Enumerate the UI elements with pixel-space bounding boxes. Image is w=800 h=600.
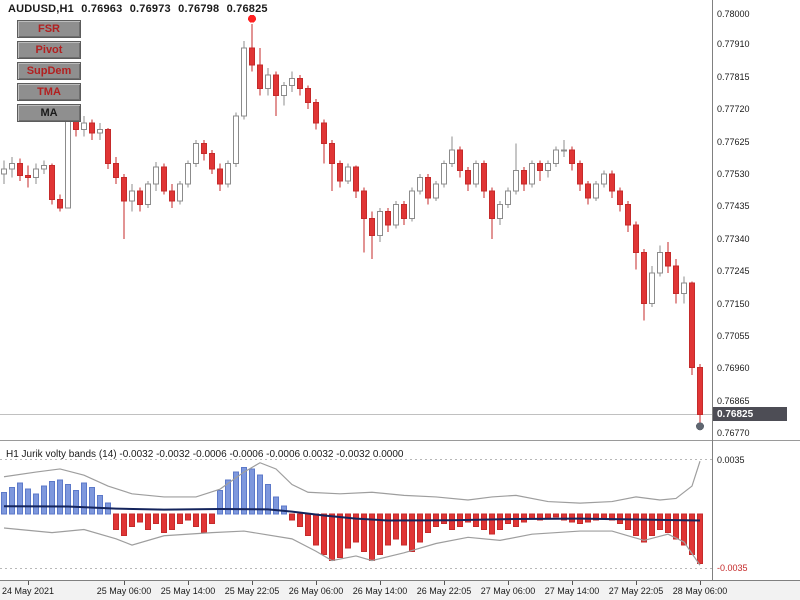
time-tick xyxy=(572,581,573,585)
quote-high: 0.76973 xyxy=(129,3,171,15)
time-axis-label: 27 May 22:05 xyxy=(608,586,664,596)
time-axis-label: 25 May 06:00 xyxy=(96,586,152,596)
time-axis-label: 27 May 14:00 xyxy=(544,586,600,596)
volty-histogram xyxy=(1,466,703,565)
lower-band-line xyxy=(3,527,701,566)
candlesticks xyxy=(1,23,703,424)
time-tick xyxy=(508,581,509,585)
quote-close: 0.76825 xyxy=(226,3,268,15)
price-axis[interactable]: 0.78000 0.77910 0.77815 0.77720 0.77625 0.775… xyxy=(713,0,800,440)
price-axis-label: 0.76865 xyxy=(717,395,750,406)
price-axis-label: 0.77910 xyxy=(717,39,750,50)
current-price-value: 0.76825 xyxy=(717,408,754,420)
time-axis-label: 25 May 14:00 xyxy=(160,586,216,596)
time-tick xyxy=(444,581,445,585)
time-axis-label: 26 May 06:00 xyxy=(288,586,344,596)
time-tick xyxy=(188,581,189,585)
time-tick xyxy=(380,581,381,585)
jurik-mid-line xyxy=(3,505,701,522)
button-supdem[interactable]: SupDem xyxy=(17,62,81,80)
time-axis-label: 25 May 22:05 xyxy=(224,586,280,596)
time-axis-separator xyxy=(0,580,800,581)
time-tick xyxy=(124,581,125,585)
time-axis-label: 26 May 14:00 xyxy=(352,586,408,596)
indicator-axis-label: 0.0035 xyxy=(717,454,745,465)
main-price-chart[interactable] xyxy=(0,0,712,440)
price-axis-label: 0.77340 xyxy=(717,233,750,244)
indicator-buttons-panel: FSR Pivot SupDem TMA MA xyxy=(17,20,81,125)
price-axis-label: 0.77435 xyxy=(717,201,750,212)
price-axis-label: 0.77055 xyxy=(717,330,750,341)
button-pivot[interactable]: Pivot xyxy=(17,41,81,59)
time-axis-label: 24 May 2021 xyxy=(1,586,55,596)
price-axis-label: 0.77150 xyxy=(717,298,750,309)
time-tick xyxy=(28,581,29,585)
price-axis-label: 0.77530 xyxy=(717,168,750,179)
symbol-timeframe: AUDUSD,H1 xyxy=(8,3,74,15)
upper-band-line xyxy=(3,461,701,504)
chart-quote-line: AUDUSD,H1 0.76963 0.76973 0.76798 0.7682… xyxy=(8,3,272,15)
price-axis-label: 0.78000 xyxy=(717,8,750,19)
time-tick xyxy=(636,581,637,585)
time-tick xyxy=(700,581,701,585)
indicator-label: H1 Jurik volty bands (14) -0.0032 -0.003… xyxy=(6,449,404,460)
price-axis-label: 0.77815 xyxy=(717,71,750,82)
current-price-badge: 0.76825 xyxy=(713,407,787,422)
time-axis[interactable]: 24 May 2021 25 May 06:00 25 May 14:00 25 Ma… xyxy=(0,581,800,600)
button-tma[interactable]: TMA xyxy=(17,83,81,101)
price-axis-label: 0.77720 xyxy=(717,104,750,115)
price-axis-separator xyxy=(712,0,713,600)
price-axis-label: 0.76960 xyxy=(717,363,750,374)
time-axis-label: 26 May 22:05 xyxy=(416,586,472,596)
indicator-axis-label: -0.0035 xyxy=(717,563,748,574)
price-axis-label: 0.76770 xyxy=(717,428,750,439)
button-fsr[interactable]: FSR xyxy=(17,20,81,38)
price-axis-label: 0.77245 xyxy=(717,266,750,277)
price-axis-label: 0.77625 xyxy=(717,136,750,147)
quote-open: 0.76963 xyxy=(81,3,123,15)
time-tick xyxy=(316,581,317,585)
indicator-subwindow[interactable] xyxy=(0,448,712,580)
button-ma[interactable]: MA xyxy=(17,104,81,122)
time-axis-label: 28 May 06:00 xyxy=(672,586,728,596)
quote-low: 0.76798 xyxy=(178,3,220,15)
low-signal-dot xyxy=(696,422,704,431)
high-signal-dot xyxy=(248,14,256,23)
time-tick xyxy=(252,581,253,585)
subwindow-splitter[interactable] xyxy=(0,440,800,441)
time-axis-label: 27 May 06:00 xyxy=(480,586,536,596)
